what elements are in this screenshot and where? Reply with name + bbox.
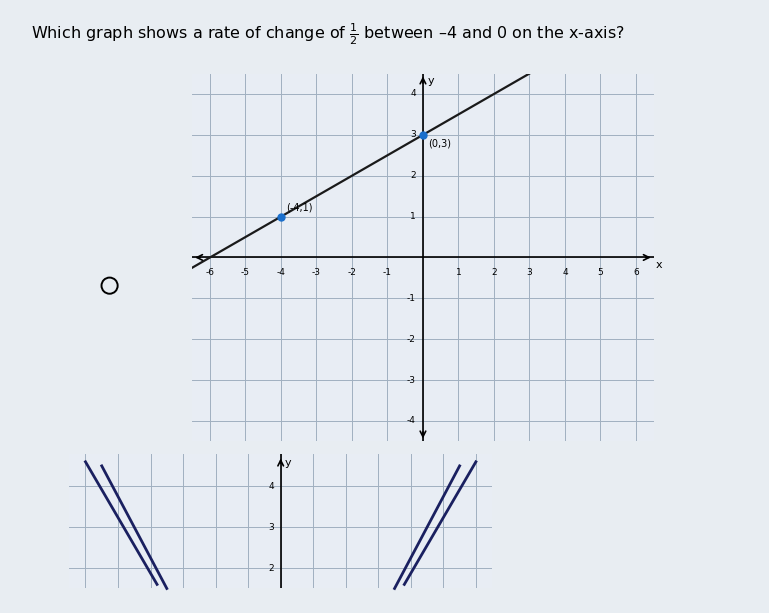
- Text: 3: 3: [527, 268, 532, 276]
- Text: -1: -1: [383, 268, 392, 276]
- Text: -4: -4: [407, 416, 416, 425]
- Text: -5: -5: [241, 268, 250, 276]
- Text: 2: 2: [410, 171, 416, 180]
- Text: -2: -2: [348, 268, 356, 276]
- Text: y: y: [428, 75, 434, 86]
- Text: x: x: [655, 259, 662, 270]
- Text: y: y: [285, 458, 291, 468]
- Text: Which graph shows a rate of change of $\frac{1}{2}$ between –4 and 0 on the x-ax: Which graph shows a rate of change of $\…: [31, 21, 624, 47]
- Text: 1: 1: [410, 212, 416, 221]
- Text: -3: -3: [407, 376, 416, 384]
- Text: -1: -1: [407, 294, 416, 303]
- Text: 5: 5: [598, 268, 604, 276]
- Text: (0,3): (0,3): [428, 139, 451, 149]
- Text: 4: 4: [410, 89, 416, 99]
- Text: 4: 4: [268, 482, 275, 491]
- Text: -2: -2: [407, 335, 416, 344]
- Text: 3: 3: [410, 131, 416, 139]
- Text: (-4,1): (-4,1): [286, 202, 313, 213]
- Text: -4: -4: [277, 268, 285, 276]
- Text: 4: 4: [562, 268, 568, 276]
- Text: -6: -6: [205, 268, 215, 276]
- Text: 3: 3: [268, 523, 275, 531]
- Text: -3: -3: [312, 268, 321, 276]
- Text: 1: 1: [455, 268, 461, 276]
- Text: 6: 6: [633, 268, 639, 276]
- Text: 2: 2: [268, 563, 275, 573]
- Text: 2: 2: [491, 268, 497, 276]
